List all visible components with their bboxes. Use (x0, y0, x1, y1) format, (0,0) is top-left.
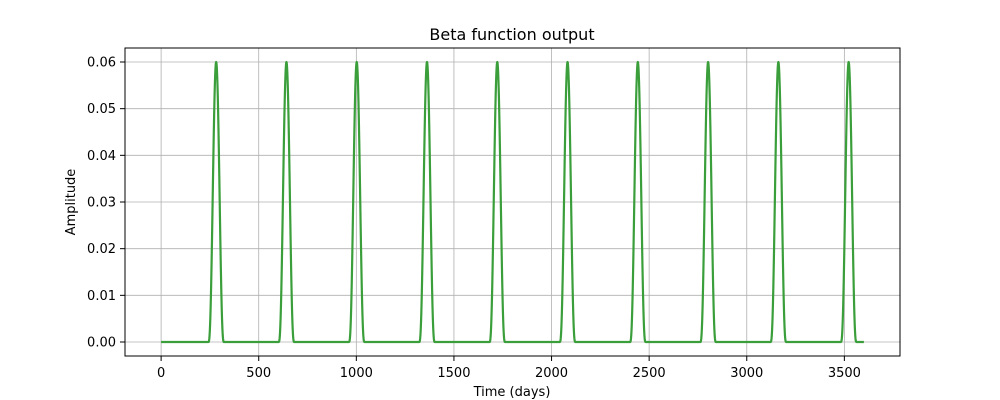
x-tick-label: 2500 (633, 366, 666, 381)
x-tick-label: 0 (157, 366, 165, 381)
x-tick-label: 3000 (730, 366, 763, 381)
x-tick-label: 1500 (437, 366, 470, 381)
y-tick-label: 0.00 (87, 336, 116, 351)
x-tick-label: 1000 (340, 366, 373, 381)
series-group (160, 60, 865, 344)
y-tick-label: 0.06 (87, 56, 116, 71)
y-tick-label: 0.01 (87, 289, 116, 304)
axis-ticks: 0 500 1000 1500 2000 2500 3000 3500 0.00 0.01 0.02… (87, 56, 861, 382)
plot-frame (124, 47, 901, 357)
y-tick-label: 0.03 (87, 196, 116, 211)
beta-output-line (160, 60, 865, 344)
y-axis-label: Amplitude (64, 169, 79, 236)
grid (125, 48, 900, 356)
y-tick-label: 0.02 (87, 242, 116, 257)
x-axis-label: Time (days) (473, 385, 551, 400)
x-tick-label: 2000 (535, 366, 568, 381)
x-tick-label: 3500 (828, 366, 861, 381)
y-tick-label: 0.04 (87, 149, 116, 164)
chart-title: Beta function output (429, 25, 594, 44)
x-tick-label: 500 (246, 366, 271, 381)
y-tick-label: 0.05 (87, 102, 116, 117)
